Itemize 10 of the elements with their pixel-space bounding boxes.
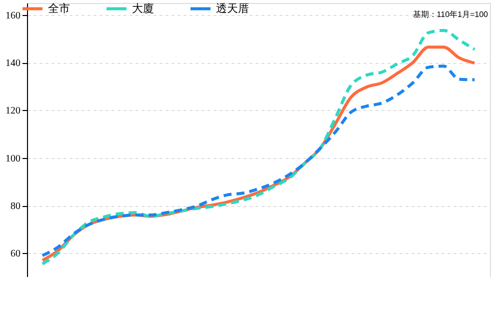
y-tick-label: 140 (6, 58, 20, 70)
legend-label: 大廈 (132, 2, 154, 15)
y-tick-label: 80 (10, 201, 20, 212)
y-tick-label: 60 (10, 248, 20, 260)
y-tick-label: 120 (6, 106, 20, 117)
y-tick-label: 160 (6, 10, 20, 22)
y-tick-label: 100 (6, 153, 20, 164)
legend-label: 透天厝 (216, 2, 249, 15)
legend-label: 全市 (48, 2, 70, 15)
annotation: 基期：110年1月=100 (412, 10, 489, 19)
